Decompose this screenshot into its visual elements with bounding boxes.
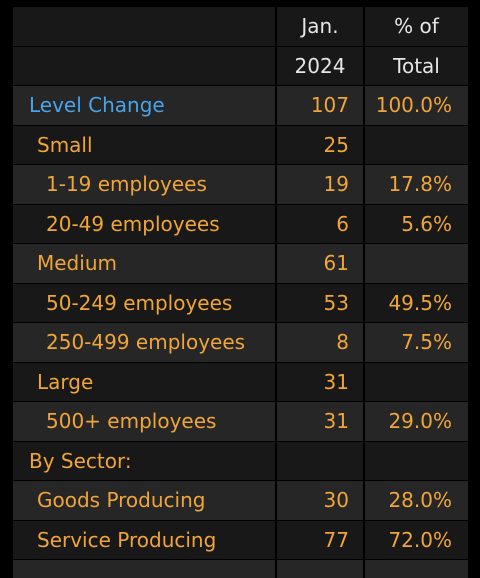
row-label: 250-499 employees: [13, 323, 275, 362]
table-row-level-change: Level Change 107 100.0%: [13, 85, 468, 125]
row-pct: 5.6%: [363, 204, 468, 243]
header-label-cell: [13, 46, 275, 85]
row-label: Goods Producing: [13, 481, 275, 520]
table-row-50-249: 50-249 employees 53 49.5%: [13, 282, 468, 322]
row-label: 1-19 employees: [13, 165, 275, 204]
row-label: 500+ employees: [13, 402, 275, 441]
row-label: Large: [13, 362, 275, 401]
row-value: 31: [275, 362, 363, 401]
row-pct: 72.0%: [363, 520, 468, 559]
table-row-250-499: 250-499 employees 8 7.5%: [13, 322, 468, 362]
row-value: 61: [275, 244, 363, 283]
row-pct: [363, 125, 468, 164]
table-row-cut-off: [13, 559, 468, 578]
header-year-cell: 2024: [275, 46, 363, 85]
table-row-500-plus: 500+ employees 31 29.0%: [13, 401, 468, 441]
header-row-2: 2024 Total: [13, 45, 468, 85]
row-pct: [363, 362, 468, 401]
row-value: 107: [275, 86, 363, 125]
row-label: Service Producing: [13, 520, 275, 559]
table-row-small: Small 25: [13, 124, 468, 164]
row-pct: 28.0%: [363, 481, 468, 520]
row-value: 30: [275, 481, 363, 520]
table-row-by-sector: By Sector:: [13, 440, 468, 480]
row-pct: [363, 441, 468, 480]
table-row-20-49: 20-49 employees 6 5.6%: [13, 203, 468, 243]
row-value: 19: [275, 165, 363, 204]
row-value: 8: [275, 323, 363, 362]
row-value: 6: [275, 204, 363, 243]
header-row-1: Jan. % of: [13, 7, 468, 46]
table-row-medium: Medium 61: [13, 243, 468, 283]
row-pct: [363, 244, 468, 283]
row-pct: 17.8%: [363, 165, 468, 204]
row-pct: 49.5%: [363, 283, 468, 322]
header-pct-cell: % of: [363, 7, 468, 46]
row-value: 31: [275, 402, 363, 441]
row-label: Medium: [13, 244, 275, 283]
row-label: 50-249 employees: [13, 283, 275, 322]
row-label: Level Change: [13, 86, 275, 125]
table-row-large: Large 31: [13, 361, 468, 401]
header-jan-cell: Jan.: [275, 7, 363, 46]
row-pct: 100.0%: [363, 86, 468, 125]
row-value: [275, 560, 363, 578]
row-value: 53: [275, 283, 363, 322]
row-pct: [363, 560, 468, 578]
table-row-service-producing: Service Producing 77 72.0%: [13, 519, 468, 559]
row-value: [275, 441, 363, 480]
header-total-cell: Total: [363, 46, 468, 85]
row-pct: 29.0%: [363, 402, 468, 441]
row-label: [13, 560, 275, 578]
table-row-1-19: 1-19 employees 19 17.8%: [13, 164, 468, 204]
employment-change-table: Jan. % of 2024 Total Level Change 107 10…: [13, 7, 468, 578]
table-row-goods-producing: Goods Producing 30 28.0%: [13, 480, 468, 520]
row-pct: 7.5%: [363, 323, 468, 362]
row-value: 25: [275, 125, 363, 164]
row-value: 77: [275, 520, 363, 559]
header-label-cell: [13, 7, 275, 46]
row-label: Small: [13, 125, 275, 164]
row-label: By Sector:: [13, 441, 275, 480]
row-label: 20-49 employees: [13, 204, 275, 243]
